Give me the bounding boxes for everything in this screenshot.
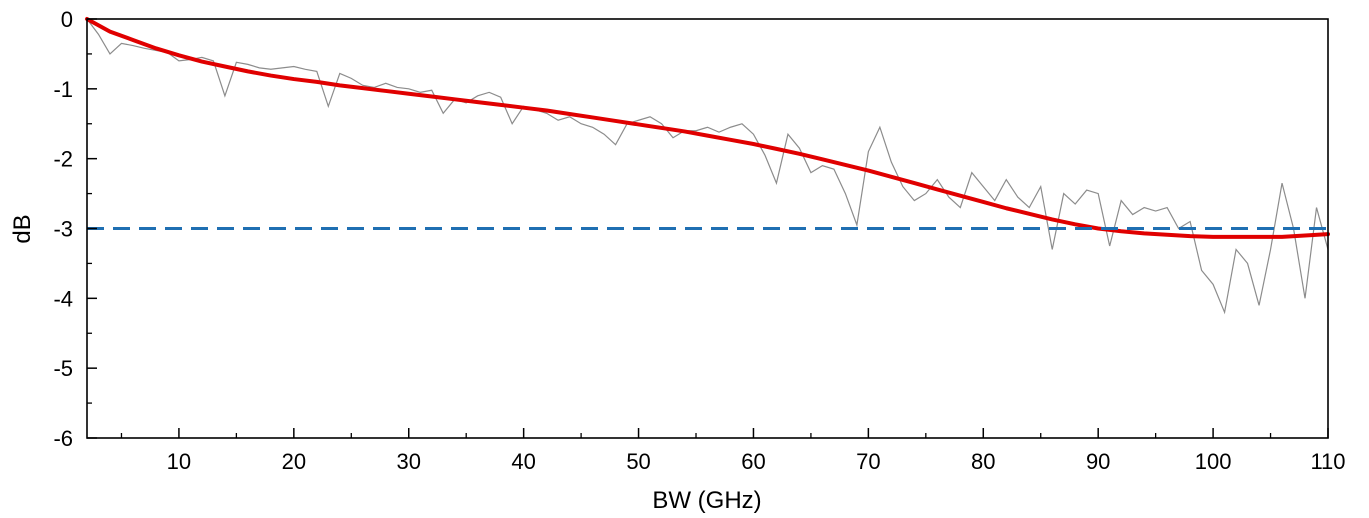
x-axis-title: BW (GHz) bbox=[652, 487, 761, 514]
series-layer bbox=[85, 17, 1330, 315]
plot-area bbox=[87, 19, 1328, 438]
y-tick-label: -3 bbox=[53, 217, 73, 242]
y-tick-label: 0 bbox=[61, 7, 73, 32]
x-tick-label: 70 bbox=[856, 449, 880, 474]
y-axis-title: dB bbox=[9, 214, 36, 243]
x-tick-label: 110 bbox=[1310, 449, 1345, 474]
y-tick-label: -5 bbox=[53, 356, 73, 381]
x-tick-label: 20 bbox=[282, 449, 306, 474]
series-fit-line bbox=[85, 17, 1330, 239]
x-axis-ticks: 10 20 30 40 50 60 70 80 90 100 110 bbox=[120, 428, 1346, 474]
y-axis-ticks: 0 -1 -2 -3 -4 -5 -6 bbox=[53, 7, 97, 451]
x-tick-label: 50 bbox=[626, 449, 650, 474]
x-tick-label: 80 bbox=[971, 449, 995, 474]
y-tick-label: -4 bbox=[53, 286, 73, 311]
x-tick-label: 90 bbox=[1086, 449, 1110, 474]
x-tick-label: 10 bbox=[167, 449, 191, 474]
x-tick-label: 100 bbox=[1195, 449, 1232, 474]
y-tick-label: -1 bbox=[53, 77, 73, 102]
series-measured-line bbox=[86, 18, 1329, 315]
x-tick-label: 30 bbox=[396, 449, 420, 474]
x-tick-label: 40 bbox=[511, 449, 535, 474]
x-tick-label: 60 bbox=[741, 449, 765, 474]
y-tick-label: -2 bbox=[53, 147, 73, 172]
y-tick-label: -6 bbox=[53, 426, 73, 451]
